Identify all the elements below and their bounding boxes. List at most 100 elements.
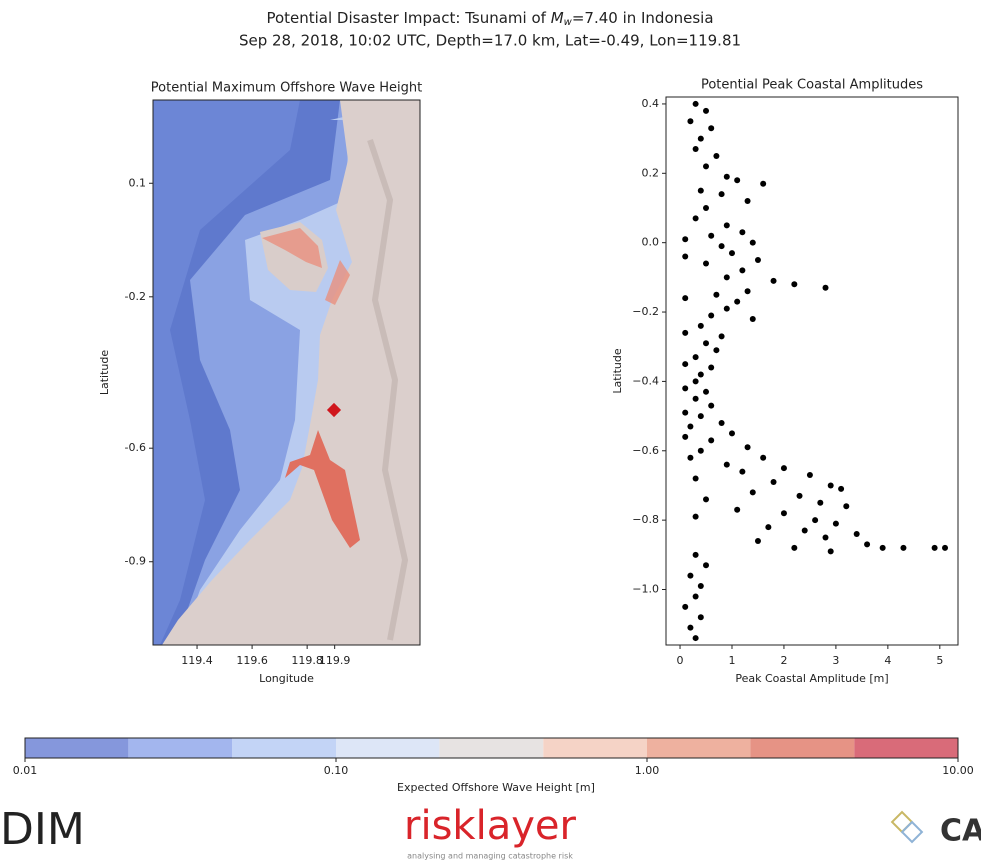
- x-axis-label: Peak Coastal Amplitude [m]: [735, 672, 888, 685]
- point: [760, 181, 766, 187]
- point: [854, 531, 860, 537]
- logo-center: risklayer: [404, 803, 576, 849]
- y-tick-label: 0.1: [129, 176, 147, 189]
- x-tick-label: 3: [832, 654, 839, 667]
- point: [719, 333, 725, 339]
- point: [703, 496, 709, 502]
- point: [713, 292, 719, 298]
- map-image: [153, 100, 420, 645]
- point: [698, 188, 704, 194]
- point: [682, 361, 688, 367]
- point: [693, 476, 699, 482]
- point: [802, 528, 808, 534]
- point: [724, 274, 730, 280]
- point: [693, 552, 699, 558]
- point: [687, 625, 693, 631]
- point: [703, 389, 709, 395]
- logo-tagline: analysing and managing catastrophe risk: [407, 852, 573, 861]
- colorbar-bin: [854, 738, 958, 758]
- x-tick-label: 0.10: [324, 764, 349, 777]
- point: [703, 163, 709, 169]
- y-tick-label: 0.0: [642, 236, 660, 249]
- point: [682, 604, 688, 610]
- y-tick-label: −1.0: [632, 583, 659, 596]
- point: [708, 233, 714, 239]
- y-tick-label: -0.6: [125, 441, 146, 454]
- y-tick-label: -0.9: [125, 555, 146, 568]
- point: [734, 507, 740, 513]
- point: [698, 583, 704, 589]
- point: [708, 403, 714, 409]
- point: [713, 153, 719, 159]
- point: [838, 486, 844, 492]
- figure-subtitle: Sep 28, 2018, 10:02 UTC, Depth=17.0 km, …: [239, 32, 741, 50]
- point: [942, 545, 948, 551]
- point: [703, 205, 709, 211]
- point: [734, 177, 740, 183]
- x-tick-label: 0.01: [13, 764, 38, 777]
- point: [682, 254, 688, 260]
- point: [771, 479, 777, 485]
- point: [682, 295, 688, 301]
- point: [719, 191, 725, 197]
- point: [708, 365, 714, 371]
- point: [698, 136, 704, 142]
- x-tick-label: 119.4: [181, 654, 213, 667]
- point: [708, 313, 714, 319]
- point: [693, 146, 699, 152]
- chart-title: Potential Peak Coastal Amplitudes: [701, 78, 923, 93]
- y-axis-label: Latitude: [611, 348, 624, 394]
- colorbar-bin: [543, 738, 647, 758]
- title-text: Potential Disaster Impact: Tsunami of: [266, 9, 550, 27]
- point: [693, 635, 699, 641]
- point: [791, 545, 797, 551]
- point: [932, 545, 938, 551]
- point: [693, 215, 699, 221]
- title-text: =7.40 in Indonesia: [572, 9, 714, 27]
- point: [703, 260, 709, 266]
- x-tick-label: 1: [728, 654, 735, 667]
- point: [682, 410, 688, 416]
- y-axis-label: Latitude: [98, 350, 111, 396]
- point: [771, 278, 777, 284]
- point: [745, 288, 751, 294]
- point: [739, 267, 745, 273]
- point: [781, 465, 787, 471]
- point: [833, 521, 839, 527]
- point: [724, 222, 730, 228]
- colorbar-bin: [750, 738, 854, 758]
- point: [682, 236, 688, 242]
- point: [791, 281, 797, 287]
- chart-title: Potential Maximum Offshore Wave Height: [151, 81, 422, 96]
- point: [864, 541, 870, 547]
- title-symbol: M: [551, 9, 564, 27]
- point: [823, 534, 829, 540]
- x-axis-label: Longitude: [259, 672, 314, 685]
- point: [812, 517, 818, 523]
- x-tick-label: 119.9: [319, 654, 351, 667]
- point: [703, 562, 709, 568]
- point: [781, 510, 787, 516]
- point: [693, 396, 699, 402]
- point: [703, 340, 709, 346]
- y-tick-label: −0.4: [632, 374, 659, 387]
- x-tick-label: 0: [677, 654, 684, 667]
- point: [687, 573, 693, 579]
- y-tick-label: 0.2: [642, 166, 660, 179]
- point: [698, 413, 704, 419]
- y-tick-label: 0.4: [642, 97, 660, 110]
- point: [708, 125, 714, 131]
- colorbar-label: Expected Offshore Wave Height [m]: [397, 781, 595, 794]
- logo-left: DIM: [0, 804, 85, 855]
- point: [724, 174, 730, 180]
- x-tick-label: 4: [884, 654, 891, 667]
- point: [687, 455, 693, 461]
- point: [755, 538, 761, 544]
- point: [880, 545, 886, 551]
- point: [745, 444, 751, 450]
- point: [682, 385, 688, 391]
- point: [682, 434, 688, 440]
- logo-right: CA: [940, 814, 981, 849]
- point: [817, 500, 823, 506]
- point: [713, 347, 719, 353]
